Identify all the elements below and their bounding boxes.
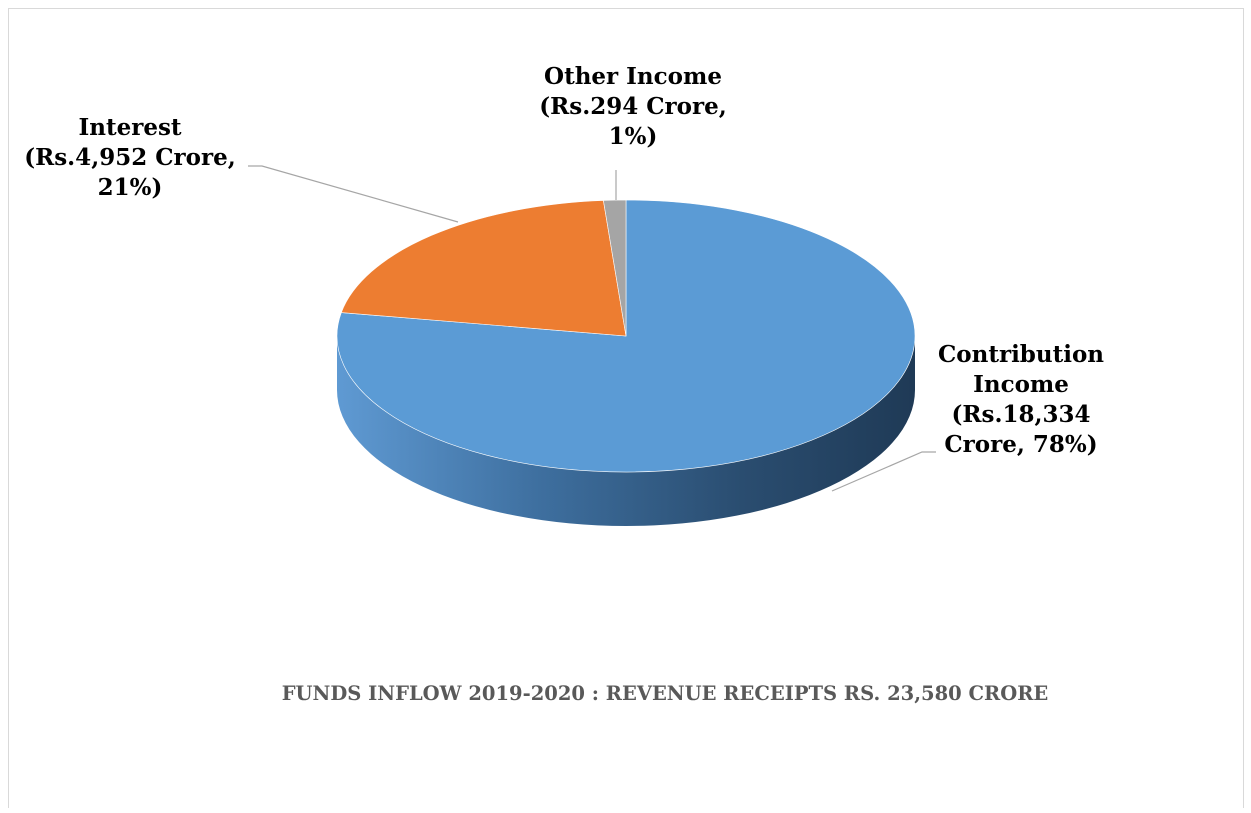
pie-slice-other-income [603, 199, 627, 337]
data-label-line: 21%) [98, 174, 163, 201]
data-label-line: 1%) [609, 123, 658, 150]
pie-side-contribution-income [337, 336, 915, 526]
data-label-line: (Rs.18,334 [952, 401, 1091, 428]
data-label-other-income: Other Income (Rs.294 Crore, 1%) [539, 63, 727, 150]
data-label-line: Crore, 78%) [944, 431, 1097, 458]
chart-frame [8, 8, 1244, 808]
data-label-line: (Rs.4,952 Crore, [24, 144, 236, 171]
pie-slice-interest [340, 200, 627, 337]
chart-title: FUNDS INFLOW 2019-2020 : REVENUE RECEIPT… [282, 682, 1049, 705]
data-label-line: Interest [78, 114, 181, 141]
data-label-line: Other Income [544, 63, 722, 90]
data-label-contribution-income: Contribution Income (Rs.18,334 Crore, 78%) [938, 341, 1104, 458]
leader-line-interest [248, 165, 459, 223]
data-label-interest: Interest (Rs.4,952 Crore, 21%) [24, 114, 236, 201]
data-label-line: Income [973, 371, 1069, 398]
data-label-line: Contribution [938, 341, 1104, 368]
data-label-line: (Rs.294 Crore, [539, 93, 727, 120]
leader-line-contribution-income [831, 451, 936, 492]
